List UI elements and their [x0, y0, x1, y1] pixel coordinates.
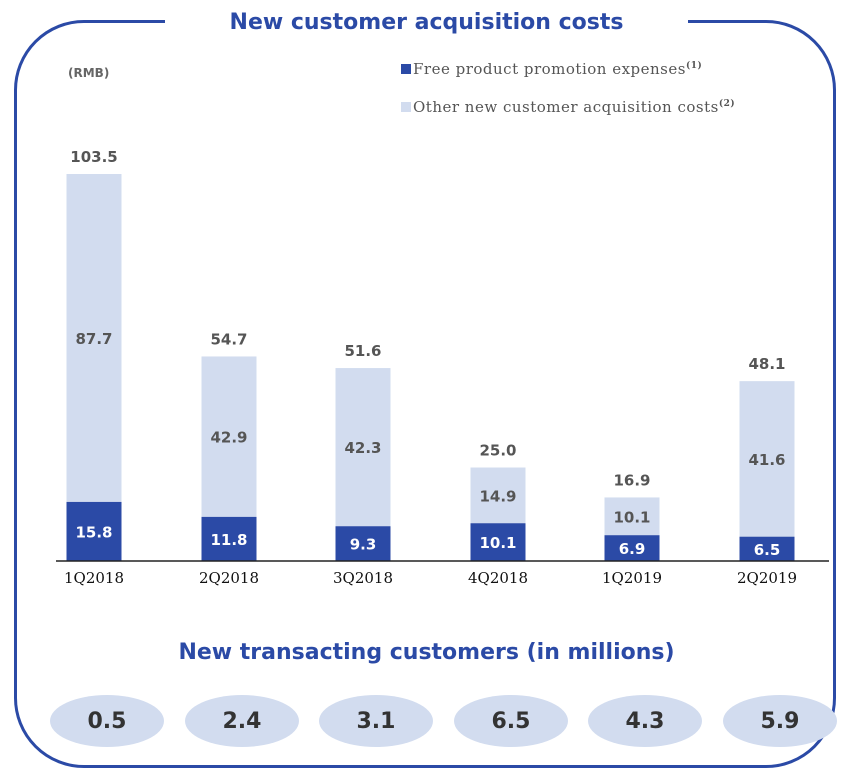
x-tick-label: 1Q2018 — [64, 569, 124, 587]
data-label-free-promotion: 6.9 — [619, 540, 646, 558]
x-tick-label: 4Q2018 — [468, 569, 528, 587]
bar-other-costs — [66, 174, 122, 502]
customer-count-oval: 0.5 — [50, 695, 164, 747]
data-label-free-promotion: 10.1 — [479, 534, 516, 552]
data-label-other-costs: 42.9 — [210, 429, 247, 447]
customers-subtitle: New transacting customers (in millions) — [178, 640, 675, 665]
customer-count-oval: 2.4 — [185, 695, 299, 747]
data-label-free-promotion: 11.8 — [210, 531, 247, 549]
legend-swatch-dark — [401, 64, 411, 74]
x-tick-label: 2Q2019 — [737, 569, 797, 587]
data-label-total: 103.5 — [70, 148, 117, 166]
data-label-other-costs: 14.9 — [479, 487, 516, 505]
legend-label: Free product promotion expenses — [413, 60, 686, 78]
legend-item-free-promotion: Free product promotion expenses(1) — [401, 60, 702, 78]
legend-label: Other new customer acquisition costs — [413, 98, 719, 116]
bar-free-promotion — [470, 523, 526, 561]
data-label-total: 48.1 — [748, 355, 785, 373]
data-label-other-costs: 41.6 — [748, 451, 785, 469]
x-tick-label: 2Q2018 — [199, 569, 259, 587]
customer-count-oval: 3.1 — [319, 695, 433, 747]
legend-note: (1) — [685, 61, 703, 71]
bar-free-promotion — [335, 526, 391, 561]
bar-free-promotion — [201, 516, 257, 561]
x-tick-label: 1Q2019 — [602, 569, 662, 587]
bar-other-costs — [201, 356, 257, 517]
x-tick-label: 3Q2018 — [333, 569, 393, 587]
data-label-total: 54.7 — [210, 330, 247, 348]
bar-other-costs — [335, 368, 391, 527]
data-label-total: 25.0 — [479, 442, 516, 460]
bar-other-costs — [604, 497, 660, 536]
data-label-total: 51.6 — [344, 342, 381, 360]
chart-title: New customer acquisition costs — [165, 6, 688, 40]
bar-other-costs — [470, 467, 526, 524]
legend-swatch-light — [401, 102, 411, 112]
data-label-free-promotion: 6.5 — [754, 541, 781, 559]
data-label-free-promotion: 15.8 — [75, 523, 112, 541]
data-label-other-costs: 87.7 — [75, 330, 112, 348]
bar-free-promotion — [66, 501, 122, 561]
legend-note: (2) — [718, 99, 736, 109]
data-label-other-costs: 42.3 — [344, 439, 381, 457]
customer-count-oval: 5.9 — [723, 695, 837, 747]
data-label-total: 16.9 — [613, 471, 650, 489]
customer-count-oval: 6.5 — [454, 695, 568, 747]
data-label-other-costs: 10.1 — [613, 508, 650, 526]
bar-free-promotion — [604, 535, 660, 561]
unit-label: (RMB) — [68, 66, 110, 80]
legend-item-other-costs: Other new customer acquisition costs(2) — [401, 98, 735, 116]
data-label-free-promotion: 9.3 — [350, 536, 377, 554]
customer-count-oval: 4.3 — [588, 695, 702, 747]
bar-free-promotion — [739, 536, 795, 561]
bar-other-costs — [739, 381, 795, 537]
